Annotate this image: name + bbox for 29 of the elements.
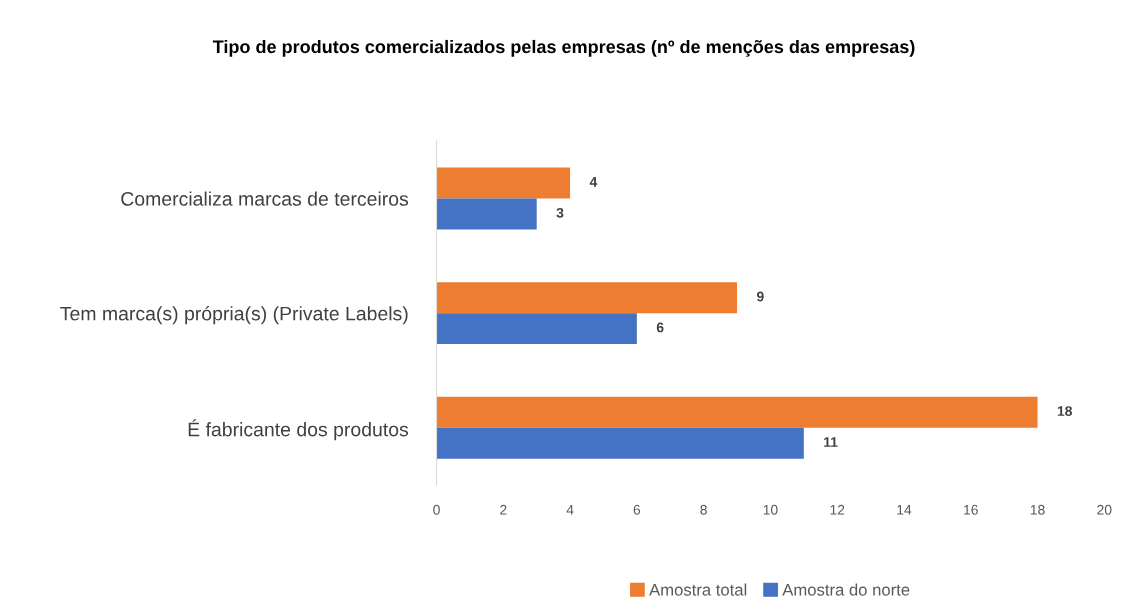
data-label: 6: [656, 322, 664, 333]
bar: [436, 396, 1038, 428]
x-tick-label: 8: [700, 504, 707, 515]
x-tick-label: 18: [1030, 504, 1045, 515]
x-tick-label: 16: [964, 504, 978, 515]
data-label: 9: [756, 291, 764, 302]
data-label: 11: [824, 437, 838, 447]
x-tick-label: 12: [830, 504, 845, 515]
x-tick-label: 6: [633, 504, 641, 515]
bar: [436, 167, 571, 199]
x-tick-label: 20: [1097, 504, 1112, 515]
x-tick-label: 14: [897, 505, 912, 515]
y-tick-label: Tem marca(s) própria(s) (Private Labels): [60, 305, 408, 325]
legend-label: Amostra do norte: [782, 583, 910, 596]
bar: [436, 198, 537, 230]
y-tick-label: É fabricante dos produtos: [188, 419, 409, 441]
bar: [436, 282, 738, 314]
legend-label: Amostra total: [649, 583, 747, 596]
data-label: 4: [589, 177, 598, 187]
x-tick-label: 10: [763, 504, 778, 515]
y-tick-label: Comercializa marcas de terceiros: [121, 191, 409, 206]
x-tick-label: 0: [433, 504, 440, 515]
bar: [436, 313, 637, 345]
bar: [436, 427, 804, 459]
data-label: 3: [556, 207, 564, 218]
x-tick-label: 4: [566, 505, 574, 515]
x-tick-label: 2: [500, 504, 507, 515]
data-label: 18: [1057, 406, 1072, 417]
chart-title: Tipo de produtos comercializados pelas empresas (nº de menções das empresas): [212, 39, 915, 57]
